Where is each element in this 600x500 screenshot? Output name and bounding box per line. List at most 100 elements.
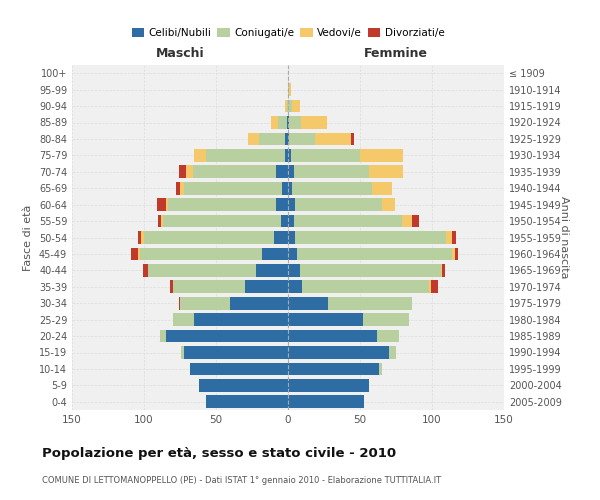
Bar	[199, 379, 288, 392]
Bar	[248, 132, 259, 145]
Bar	[140, 248, 262, 260]
Bar	[262, 248, 288, 260]
Bar	[292, 100, 299, 112]
Bar	[288, 248, 296, 260]
Bar	[288, 214, 294, 228]
Bar	[245, 280, 288, 293]
Bar	[452, 248, 455, 260]
Bar	[131, 248, 138, 260]
Bar	[288, 346, 389, 359]
Bar	[169, 198, 277, 211]
Bar	[194, 313, 288, 326]
Bar	[278, 116, 287, 129]
Bar	[368, 166, 403, 178]
Bar	[288, 330, 377, 342]
Y-axis label: Anni di nascita: Anni di nascita	[559, 196, 569, 279]
Bar	[289, 116, 301, 129]
Bar	[179, 297, 180, 310]
Bar	[442, 264, 445, 277]
Bar	[206, 396, 288, 408]
Bar	[295, 231, 446, 244]
Bar	[230, 297, 288, 310]
Bar	[302, 280, 429, 293]
Bar	[259, 132, 285, 145]
Bar	[288, 313, 363, 326]
Bar	[291, 149, 360, 162]
Bar	[296, 248, 452, 260]
Bar	[206, 149, 285, 162]
Bar	[295, 198, 382, 211]
Bar	[148, 264, 256, 277]
Bar	[138, 231, 141, 244]
Bar	[288, 362, 379, 376]
Bar	[173, 313, 194, 326]
Bar	[352, 132, 354, 145]
Bar	[184, 182, 282, 194]
Bar	[446, 231, 452, 244]
Bar	[157, 198, 166, 211]
Bar	[288, 166, 294, 178]
Bar	[181, 346, 184, 359]
Bar	[429, 280, 431, 293]
Bar	[412, 214, 419, 228]
Bar	[194, 149, 206, 162]
Bar	[288, 264, 299, 277]
Bar	[138, 248, 140, 260]
Bar	[455, 248, 458, 260]
Bar	[316, 132, 352, 145]
Bar	[193, 166, 277, 178]
Bar	[256, 264, 288, 277]
Text: Maschi: Maschi	[155, 47, 205, 60]
Bar	[281, 214, 288, 228]
Bar	[363, 313, 409, 326]
Bar	[299, 264, 440, 277]
Bar	[285, 132, 288, 145]
Bar	[166, 330, 288, 342]
Bar	[360, 149, 403, 162]
Bar	[160, 330, 166, 342]
Bar	[288, 297, 328, 310]
Bar	[180, 297, 230, 310]
Bar	[274, 231, 288, 244]
Bar	[440, 264, 442, 277]
Bar	[141, 231, 144, 244]
Bar	[288, 132, 289, 145]
Bar	[184, 346, 288, 359]
Bar	[173, 280, 245, 293]
Text: Femmine: Femmine	[364, 47, 428, 60]
Bar	[452, 231, 457, 244]
Text: Popolazione per età, sesso e stato civile - 2010: Popolazione per età, sesso e stato civil…	[42, 448, 396, 460]
Bar	[301, 116, 327, 129]
Bar	[389, 346, 396, 359]
Bar	[288, 149, 291, 162]
Bar	[377, 330, 399, 342]
Bar	[402, 214, 412, 228]
Bar	[287, 100, 288, 112]
Text: COMUNE DI LETTOMANOPPELLO (PE) - Dati ISTAT 1° gennaio 2010 - Elaborazione TUTTI: COMUNE DI LETTOMANOPPELLO (PE) - Dati IS…	[42, 476, 441, 485]
Bar	[288, 83, 289, 96]
Bar	[282, 182, 288, 194]
Bar	[190, 362, 288, 376]
Bar	[379, 362, 382, 376]
Bar	[277, 198, 288, 211]
Bar	[143, 264, 148, 277]
Bar	[163, 214, 281, 228]
Bar	[170, 280, 173, 293]
Bar	[186, 166, 193, 178]
Bar	[144, 231, 274, 244]
Bar	[289, 83, 291, 96]
Bar	[294, 214, 402, 228]
Bar	[288, 280, 302, 293]
Legend: Celibi/Nubili, Coniugati/e, Vedovi/e, Divorziati/e: Celibi/Nubili, Coniugati/e, Vedovi/e, Di…	[127, 24, 449, 42]
Bar	[294, 166, 368, 178]
Bar	[292, 182, 371, 194]
Bar	[431, 280, 438, 293]
Bar	[288, 182, 292, 194]
Bar	[161, 214, 163, 228]
Bar	[288, 396, 364, 408]
Bar	[288, 379, 368, 392]
Bar	[287, 116, 288, 129]
Bar	[289, 132, 316, 145]
Bar	[179, 166, 186, 178]
Bar	[371, 182, 392, 194]
